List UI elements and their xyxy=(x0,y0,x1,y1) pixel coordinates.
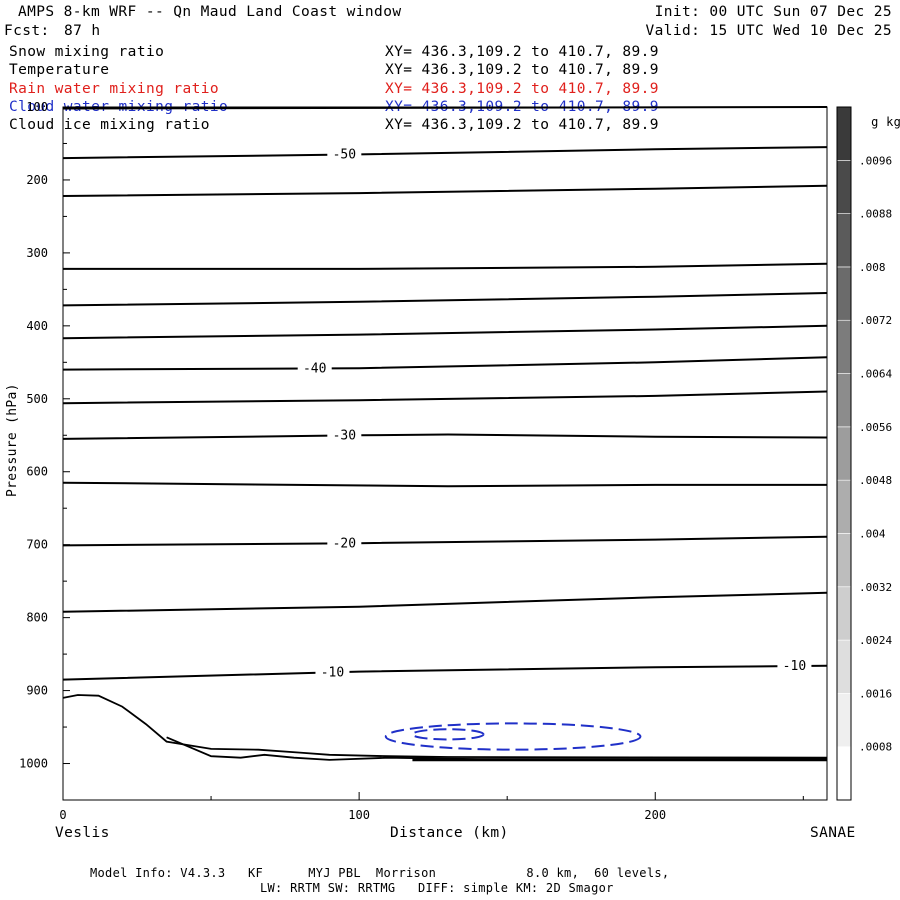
contour-label-bg xyxy=(327,146,362,163)
field-xy-temperature: XY= 436.3,109.2 to 410.7, 89.9 xyxy=(385,62,659,78)
contour-label-bg xyxy=(327,535,362,552)
colorbar-tick-label: .0032 xyxy=(859,581,892,594)
y-tick-label: 800 xyxy=(26,611,48,625)
model-info-line2: LW: RRTM SW: RRTMG DIFF: simple KM: 2D S… xyxy=(260,881,614,895)
colorbar-tick-label: .0096 xyxy=(859,154,892,167)
temperature-contour xyxy=(62,390,828,405)
colorbar-bin xyxy=(836,533,852,588)
colorbar-tick-label: .004 xyxy=(859,527,886,540)
field-name-temperature: Temperature xyxy=(9,62,110,78)
colorbar-frame xyxy=(836,106,852,801)
temperature-contour xyxy=(62,356,828,371)
colorbar-units-text: g kg-1 xyxy=(871,115,900,129)
colorbar-bin xyxy=(836,426,852,481)
y-tick-label: 400 xyxy=(26,319,48,333)
forecast-hour: 87 h xyxy=(64,23,101,39)
colorbar-units: g kg-1 xyxy=(856,101,900,129)
contour-label: -10 xyxy=(321,665,344,680)
x-tick-label: 100 xyxy=(348,808,370,822)
contour-label: -50 xyxy=(333,148,356,163)
temperature-contour xyxy=(62,324,828,340)
x-axis-label: Distance (km) xyxy=(390,825,509,841)
colorbar-bin xyxy=(836,266,852,321)
field-name-snow: Snow mixing ratio xyxy=(9,44,165,60)
contour-label-bg xyxy=(315,664,350,681)
contour-label: -30 xyxy=(333,428,356,443)
colorbar-tick-label: .0072 xyxy=(859,314,892,327)
colorbar-tick-label: .0008 xyxy=(859,741,892,754)
y-tick-label: 100 xyxy=(26,100,48,114)
field-xy-snow: XY= 436.3,109.2 to 410.7, 89.9 xyxy=(385,44,659,60)
colorbar-bin xyxy=(836,693,852,747)
init-time: Init: 00 UTC Sun 07 Dec 25 xyxy=(654,4,892,20)
valid-time: Valid: 15 UTC Wed 10 Dec 25 xyxy=(645,23,892,39)
colorbar-bin xyxy=(836,319,852,374)
y-tick-label: 1000 xyxy=(19,757,48,771)
left-location-label: Veslis xyxy=(55,825,110,841)
colorbar-tick-label: .0048 xyxy=(859,474,892,487)
colorbar-bin xyxy=(836,373,852,428)
colorbar-bin xyxy=(836,479,852,534)
forecast-label: Fcst: xyxy=(4,23,50,39)
field-xy-rain: XY= 436.3,109.2 to 410.7, 89.9 xyxy=(385,81,659,97)
contour-label-bg xyxy=(777,658,812,675)
contour-label: -10 xyxy=(783,659,806,674)
field-name-rain: Rain water mixing ratio xyxy=(9,81,219,97)
temperature-contour xyxy=(62,433,828,440)
contour-label: -20 xyxy=(333,536,356,551)
x-tick-label: 0 xyxy=(59,808,66,822)
temperature-contour xyxy=(62,481,827,488)
colorbar-tick-label: .0024 xyxy=(859,634,892,647)
field-name-cloud-ice: Cloud ice mixing ratio xyxy=(9,117,210,133)
y-tick-label: 200 xyxy=(26,173,48,187)
chart-title: AMPS 8-km WRF -- Qn Maud Land Coast wind… xyxy=(18,4,402,20)
temperature-contour xyxy=(62,664,828,681)
y-tick-label: 900 xyxy=(26,684,48,698)
colorbar-tick-label: .0056 xyxy=(859,421,892,434)
colorbar-bin xyxy=(836,106,852,161)
temperature-contour xyxy=(62,591,828,613)
x-tick-label: 200 xyxy=(644,808,666,822)
terrain-line xyxy=(62,694,828,759)
cloud-water-contour xyxy=(411,728,485,741)
cloud-water-contour xyxy=(384,722,642,751)
contour-label-bg xyxy=(297,360,332,377)
colorbar-bin xyxy=(836,213,852,268)
y-tick-label: 500 xyxy=(26,392,48,406)
colorbar-tick-label: .0088 xyxy=(859,208,892,221)
colorbar-tick-label: .0016 xyxy=(859,687,892,700)
temperature-contour xyxy=(62,146,828,160)
temperature-contour xyxy=(62,292,828,307)
y-tick-label: 700 xyxy=(26,538,48,552)
colorbar-bin xyxy=(836,746,852,801)
colorbar-tick-label: .008 xyxy=(859,261,886,274)
contour-label-bg xyxy=(327,427,362,444)
colorbar-bin xyxy=(836,639,852,694)
plot-frame xyxy=(62,106,828,801)
contour-label: -40 xyxy=(303,361,326,376)
y-tick-label: 600 xyxy=(26,465,48,479)
y-axis-label: Pressure (hPa) xyxy=(5,383,20,497)
temperature-contour xyxy=(62,535,828,547)
right-location-label: SANAE xyxy=(810,825,856,841)
temperature-contour xyxy=(63,262,828,270)
field-xy-cloud-ice: XY= 436.3,109.2 to 410.7, 89.9 xyxy=(385,117,659,133)
model-info-line1: Model Info: V4.3.3 KF MYJ PBL Morrison 8… xyxy=(90,866,670,880)
y-tick-label: 300 xyxy=(26,246,48,260)
temperature-contour xyxy=(62,184,828,197)
colorbar-tick-label: .0064 xyxy=(859,368,892,381)
colorbar-bin xyxy=(836,586,852,641)
colorbar-bin xyxy=(836,160,852,214)
